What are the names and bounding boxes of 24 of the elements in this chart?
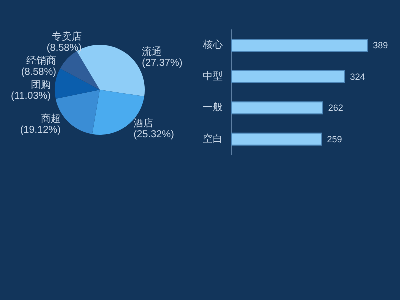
data-label: 324 [350, 72, 366, 82]
data-label: (11.03%) [11, 90, 52, 102]
bar [231, 39, 368, 52]
slice-label: 酒店 [134, 118, 154, 130]
slice-label: 商超 [40, 113, 61, 126]
slice-label: 团购 [31, 80, 52, 91]
data-label: (19.12%) [20, 125, 61, 136]
data-label: 389 [373, 40, 388, 51]
bar [231, 102, 324, 115]
data-label: (25.32%) [134, 130, 174, 141]
data-label: (8.58%) [21, 66, 56, 78]
data-label: 262 [328, 103, 344, 114]
y-tick-label: 一般 [203, 102, 223, 114]
data-label: (8.58%) [46, 42, 82, 54]
slice-label: 流通 [142, 46, 162, 58]
slice-label: 专卖店 [52, 30, 82, 43]
slice-label: 经销商 [26, 54, 56, 67]
data-label: 259 [327, 134, 342, 144]
bar [231, 132, 322, 146]
y-tick-label: 中型 [203, 70, 223, 82]
data-label: (27.37%) [142, 58, 183, 70]
y-tick-label: 空白 [203, 132, 223, 145]
bar [231, 70, 346, 84]
y-tick-label: 核心 [202, 39, 223, 52]
